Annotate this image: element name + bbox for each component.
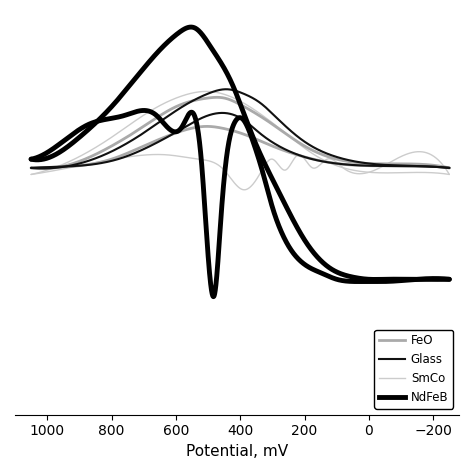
Legend: FeO, Glass, SmCo, NdFeB: FeO, Glass, SmCo, NdFeB — [374, 329, 453, 409]
X-axis label: Potential, mV: Potential, mV — [186, 444, 288, 459]
